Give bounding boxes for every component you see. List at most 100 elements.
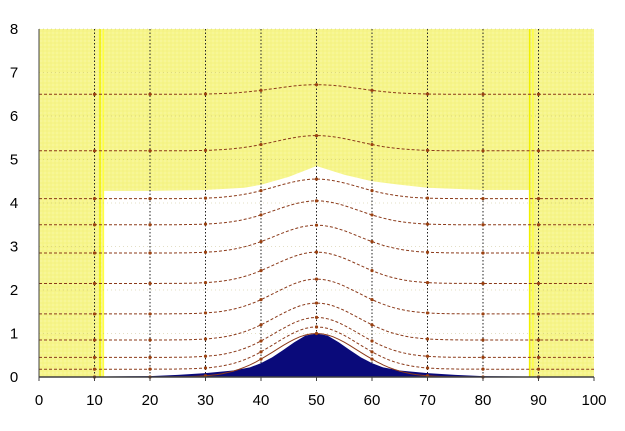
contour-point xyxy=(481,312,485,316)
contour-point xyxy=(148,223,152,227)
contour-point xyxy=(481,367,485,371)
bump-area xyxy=(94,333,539,377)
x-tick-label: 50 xyxy=(308,392,325,409)
contour-point xyxy=(148,92,152,96)
contour-point xyxy=(259,142,263,147)
contour-point xyxy=(314,223,319,227)
contour-point xyxy=(314,331,319,336)
bump-layer xyxy=(94,333,539,377)
contour-point xyxy=(425,250,430,254)
y-tick-label: 0 xyxy=(10,369,18,386)
y-tick-label: 6 xyxy=(10,108,18,125)
contour-point xyxy=(370,142,374,147)
contour-point xyxy=(314,277,319,281)
contour-point xyxy=(259,298,263,302)
contour-point xyxy=(92,367,97,371)
contour-point xyxy=(370,357,374,361)
contour-point xyxy=(203,222,208,226)
x-tick-label: 90 xyxy=(530,392,547,409)
contour-line-series-3 xyxy=(39,302,594,341)
contour-point xyxy=(314,177,319,181)
contour-point xyxy=(425,148,430,152)
y-tick-label: 3 xyxy=(10,239,18,256)
contour-point xyxy=(148,251,152,255)
contour-point xyxy=(148,355,152,360)
contour-point xyxy=(536,312,541,316)
contour-point xyxy=(92,149,97,153)
contour-point xyxy=(203,250,208,254)
contour-point xyxy=(148,367,152,371)
contour-point xyxy=(536,367,541,371)
y-tick-label: 5 xyxy=(10,152,18,169)
x-tick-label: 10 xyxy=(86,392,103,409)
contour-point xyxy=(370,239,374,244)
contour-point xyxy=(481,355,485,360)
contour-point xyxy=(536,251,541,255)
contour-point xyxy=(425,196,430,200)
contour-point xyxy=(148,338,152,342)
y-tick-label: 8 xyxy=(10,21,18,38)
y-tick-labels: 0 1 2 3 4 5 6 7 8 xyxy=(10,21,18,386)
contour-point xyxy=(259,88,263,92)
contour-line-series-8 xyxy=(39,178,594,200)
contour-point xyxy=(203,366,208,370)
contour-point xyxy=(203,148,208,152)
x-tick-label: 70 xyxy=(419,392,436,409)
contour-point xyxy=(314,315,319,320)
contour-point xyxy=(536,149,541,153)
contour-point xyxy=(259,350,263,354)
contour-point xyxy=(536,338,541,342)
contour-point xyxy=(425,222,430,226)
y-tick-label: 1 xyxy=(10,326,18,343)
contour-point xyxy=(314,83,319,87)
contour-point xyxy=(314,133,319,138)
x-tick-label: 100 xyxy=(581,392,606,409)
contour-point xyxy=(259,268,263,273)
contour-point xyxy=(259,189,263,193)
contour-point xyxy=(203,311,208,315)
contour-point xyxy=(148,197,152,201)
contour-point xyxy=(259,323,263,327)
contour-point xyxy=(370,268,374,273)
contour-point xyxy=(92,197,97,201)
x-tick-labels: 0 10 20 30 40 50 60 70 80 90 100 xyxy=(35,377,607,409)
contour-point xyxy=(370,213,374,217)
contour-point xyxy=(481,149,485,153)
contour-point xyxy=(92,338,97,342)
contour-point xyxy=(148,149,152,153)
contour-point xyxy=(481,338,485,342)
x-tick-label: 80 xyxy=(475,392,492,409)
contour-point xyxy=(259,339,263,343)
contour-point xyxy=(259,213,263,217)
contour-point xyxy=(314,199,319,203)
x-tick-label: 20 xyxy=(142,392,159,409)
y-tick-label: 7 xyxy=(10,65,18,82)
contour-point xyxy=(481,197,485,201)
x-tick-label: 40 xyxy=(253,392,270,409)
contour-point xyxy=(425,354,430,358)
contour-point xyxy=(536,355,541,360)
contour-point xyxy=(92,312,97,316)
contour-point xyxy=(370,350,374,354)
contour-point xyxy=(536,92,541,96)
contour-point xyxy=(92,281,97,286)
contour-point xyxy=(314,250,319,254)
contour-point xyxy=(370,339,374,343)
contour-line-series-4 xyxy=(39,278,594,315)
y-tick-label: 4 xyxy=(10,195,18,212)
contour-point xyxy=(481,251,485,255)
contour-point xyxy=(425,280,430,285)
contour-point xyxy=(203,196,208,200)
grid-layer xyxy=(39,28,594,377)
contour-point xyxy=(370,323,374,327)
contour-point xyxy=(314,325,319,329)
x-tick-label: 60 xyxy=(364,392,381,409)
contour-point xyxy=(425,92,430,96)
contour-point xyxy=(259,357,263,361)
contour-point xyxy=(259,239,263,244)
contour-point xyxy=(536,223,541,227)
contour-point xyxy=(481,92,485,96)
contour-point xyxy=(203,337,208,341)
contour-point xyxy=(425,366,430,370)
contour-point xyxy=(148,281,152,286)
